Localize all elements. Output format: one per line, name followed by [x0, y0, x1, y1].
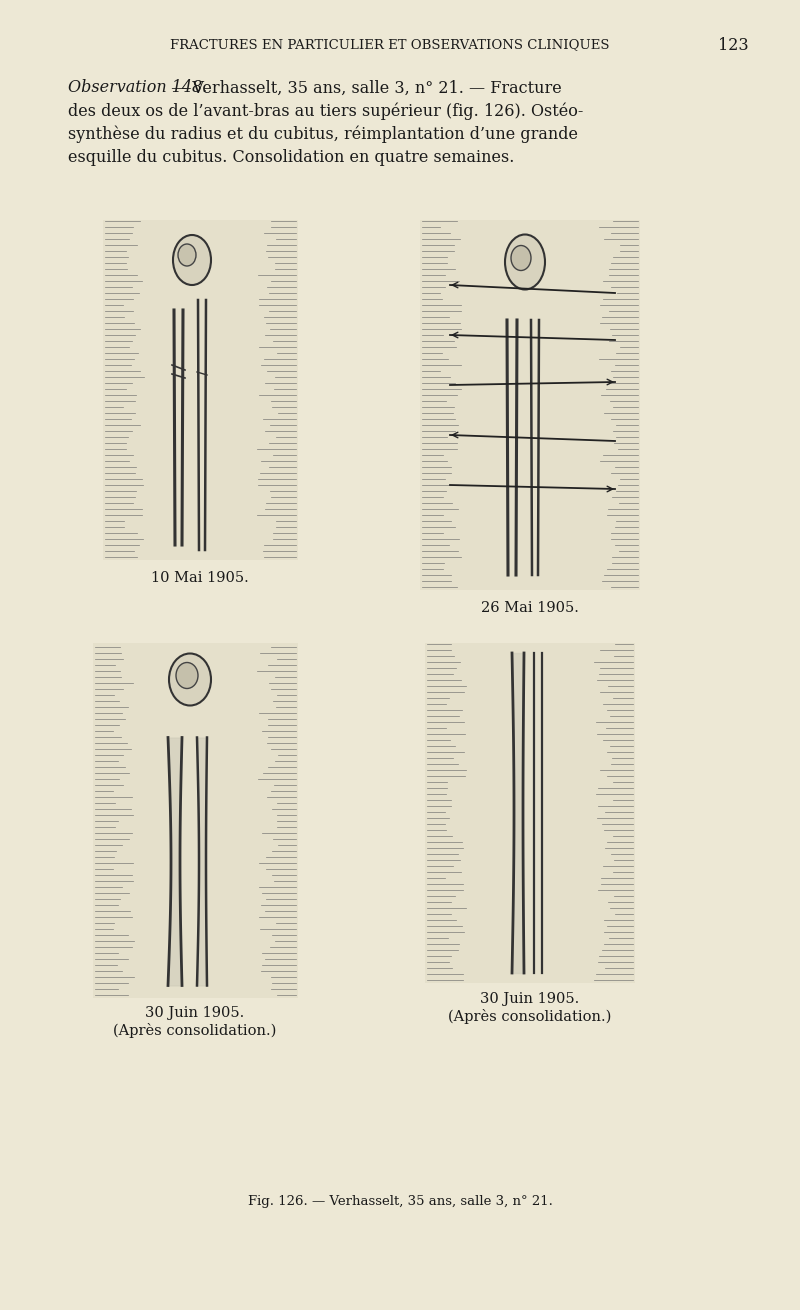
Text: 10 Mai 1905.: 10 Mai 1905. [151, 571, 249, 586]
Text: Fig. 126. — Verhasselt, 35 ans, salle 3, n° 21.: Fig. 126. — Verhasselt, 35 ans, salle 3,… [247, 1196, 553, 1209]
Bar [93, 642, 298, 997]
Text: esquille du cubitus. Consolidation en quatre semaines.: esquille du cubitus. Consolidation en qu… [68, 148, 514, 165]
Text: 123: 123 [718, 37, 749, 54]
Ellipse shape [178, 244, 196, 266]
Text: FRACTURES EN PARTICULIER ET OBSERVATIONS CLINIQUES: FRACTURES EN PARTICULIER ET OBSERVATIONS… [170, 38, 610, 51]
Ellipse shape [173, 234, 211, 286]
Bar [102, 220, 298, 559]
Ellipse shape [176, 663, 198, 689]
Text: (Après consolidation.): (Après consolidation.) [114, 1023, 277, 1038]
Bar [420, 220, 640, 590]
Text: 30 Juin 1905.: 30 Juin 1905. [146, 1006, 245, 1020]
Text: — Verhasselt, 35 ans, salle 3, n° 21. — Fracture: — Verhasselt, 35 ans, salle 3, n° 21. — … [166, 80, 562, 97]
Text: des deux os de l’avant-bras au tiers supérieur (fig. 126). Ostéo-: des deux os de l’avant-bras au tiers sup… [68, 102, 583, 119]
Bar [425, 643, 635, 982]
Ellipse shape [511, 245, 531, 270]
Text: Observation 148.: Observation 148. [68, 80, 207, 97]
Text: synthèse du radius et du cubitus, réimplantation d’une grande: synthèse du radius et du cubitus, réimpl… [68, 126, 578, 143]
Ellipse shape [169, 654, 211, 706]
Text: (Après consolidation.): (Après consolidation.) [448, 1009, 612, 1023]
Ellipse shape [505, 234, 545, 290]
Text: 30 Juin 1905.: 30 Juin 1905. [480, 992, 580, 1006]
Text: 26 Mai 1905.: 26 Mai 1905. [481, 601, 579, 614]
